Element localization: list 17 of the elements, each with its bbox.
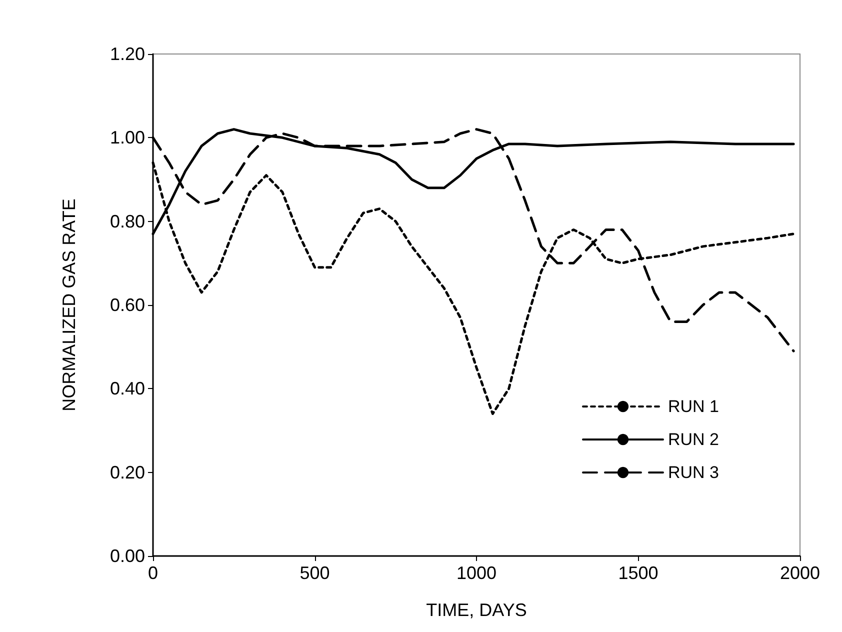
y-tick-label: 0.80 [110, 211, 145, 232]
x-tick-label: 2000 [780, 563, 820, 583]
legend-label: RUN 1 [668, 397, 720, 416]
x-tick-label: 1000 [456, 563, 497, 583]
x-axis-title: TIME, DAYS [426, 600, 527, 620]
y-tick-label: 0.40 [110, 378, 145, 399]
y-tick-label: 0.20 [110, 462, 145, 482]
y-tick-label: 0.60 [110, 295, 145, 315]
x-tick-label: 0 [148, 563, 158, 583]
y-axis-title: NORMALIZED GAS RATE [59, 198, 79, 412]
x-tick-label: 1500 [618, 563, 658, 583]
legend-label: RUN 2 [668, 430, 720, 449]
y-tick-label: 0.00 [110, 546, 145, 566]
y-tick-label: 1.20 [110, 44, 145, 64]
x-tick-label: 500 [300, 563, 330, 583]
y-tick-label: 1.00 [110, 128, 145, 148]
legend-label: RUN 3 [668, 463, 720, 482]
